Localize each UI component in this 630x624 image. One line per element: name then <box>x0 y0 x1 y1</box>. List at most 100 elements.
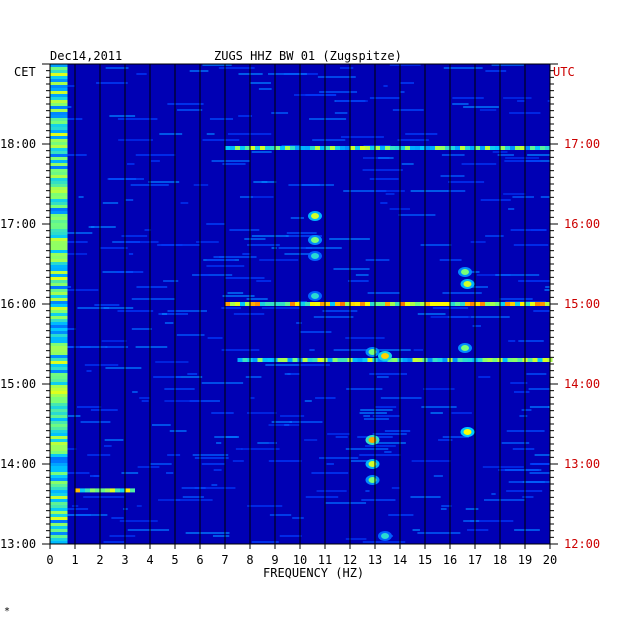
low-frequency-band-segment <box>50 166 68 169</box>
texture-streak <box>187 373 198 375</box>
texture-streak <box>151 424 171 426</box>
texture-streak <box>238 115 253 117</box>
texture-streak <box>99 247 128 249</box>
texture-streak <box>512 448 535 450</box>
texture-streak <box>119 520 158 522</box>
horizontal-line-segment <box>295 146 300 150</box>
texture-streak <box>229 229 260 231</box>
low-frequency-band-segment <box>50 460 68 463</box>
horizontal-line-segment <box>425 302 430 306</box>
horizontal-line-segment <box>512 358 518 362</box>
texture-streak <box>136 505 142 507</box>
low-frequency-band-segment <box>50 448 68 451</box>
horizontal-line-segment <box>225 302 230 306</box>
texture-streak <box>510 382 528 384</box>
texture-streak <box>58 508 89 510</box>
station-title: ZUGS HHZ BW 01 (Zugspitze) <box>214 49 402 63</box>
texture-streak <box>547 100 550 102</box>
texture-streak <box>343 190 387 192</box>
low-frequency-band-segment <box>50 478 68 481</box>
texture-streak <box>259 259 299 261</box>
x-tick-label: 19 <box>517 553 533 567</box>
texture-streak <box>132 391 138 393</box>
horizontal-line-segment <box>265 146 270 150</box>
texture-streak <box>316 490 347 492</box>
texture-streak <box>247 244 280 246</box>
texture-streak <box>117 310 154 312</box>
low-frequency-band-segment <box>50 118 68 121</box>
right-tick-label: 13:00 <box>564 457 601 471</box>
horizontal-line-segment <box>392 358 398 362</box>
low-frequency-band-segment <box>50 523 68 526</box>
horizontal-line-segment <box>240 146 245 150</box>
texture-streak <box>309 118 347 120</box>
low-frequency-band-segment <box>50 490 68 493</box>
low-frequency-band-segment <box>50 433 68 436</box>
low-frequency-band-segment <box>50 304 68 307</box>
low-frequency-band-segment <box>50 103 68 106</box>
horizontal-line-segment <box>490 302 495 306</box>
texture-streak <box>519 415 528 417</box>
horizontal-line-segment <box>115 488 120 493</box>
low-frequency-band-segment <box>50 364 68 367</box>
texture-streak <box>501 442 530 444</box>
texture-streak <box>84 364 119 366</box>
texture-streak <box>284 253 312 255</box>
signal-blob <box>463 429 472 435</box>
x-tick-label: 12 <box>342 553 358 567</box>
horizontal-line-segment <box>470 302 475 306</box>
texture-streak <box>312 139 346 141</box>
left-tick-label: 13:00 <box>0 537 37 551</box>
low-frequency-band-segment <box>50 148 68 151</box>
low-frequency-band-segment <box>50 427 68 430</box>
horizontal-line-segment <box>90 488 95 493</box>
horizontal-line-segment <box>405 146 410 150</box>
texture-streak <box>443 67 483 69</box>
low-frequency-band-segment <box>50 322 68 325</box>
x-axis-title: FREQUENCY (HZ) <box>263 566 365 580</box>
texture-streak <box>405 133 438 135</box>
texture-streak <box>298 364 330 366</box>
low-frequency-band-segment <box>50 217 68 220</box>
low-frequency-band-segment <box>50 283 68 286</box>
texture-streak <box>470 241 486 243</box>
horizontal-line-segment <box>385 302 390 306</box>
low-frequency-band-segment <box>50 457 68 460</box>
horizontal-line-segment <box>260 146 265 150</box>
low-frequency-band-segment <box>50 391 68 394</box>
texture-streak <box>136 73 147 75</box>
x-tick-label: 7 <box>221 553 229 567</box>
low-frequency-band-segment <box>50 370 68 373</box>
horizontal-line-segment <box>467 358 473 362</box>
texture-streak <box>108 178 137 180</box>
texture-streak <box>159 133 183 135</box>
horizontal-line-segment <box>315 302 320 306</box>
texture-streak <box>463 520 480 522</box>
texture-streak <box>53 241 88 243</box>
texture-streak <box>185 532 230 534</box>
texture-streak <box>336 100 368 102</box>
low-frequency-band-segment <box>50 97 68 100</box>
right-tick-label: 17:00 <box>564 137 601 151</box>
texture-streak <box>521 409 532 411</box>
horizontal-line-segment <box>525 146 530 150</box>
low-frequency-band-segment <box>50 79 68 82</box>
texture-streak <box>221 349 260 351</box>
texture-streak <box>239 196 253 198</box>
texture-streak <box>470 316 510 318</box>
horizontal-line-segment <box>495 302 500 306</box>
low-frequency-band-segment <box>50 430 68 433</box>
horizontal-line-segment <box>415 302 420 306</box>
texture-streak <box>491 64 524 66</box>
horizontal-line-segment <box>370 146 375 150</box>
texture-streak <box>268 424 300 426</box>
texture-streak <box>167 454 181 456</box>
horizontal-line-segment <box>480 146 485 150</box>
horizontal-line-segment <box>270 146 275 150</box>
texture-streak <box>508 340 516 342</box>
horizontal-line-segment <box>482 358 488 362</box>
horizontal-line-segment <box>262 358 268 362</box>
horizontal-line-segment <box>85 488 90 493</box>
horizontal-line-segment <box>120 488 125 493</box>
low-frequency-band-segment <box>50 514 68 517</box>
